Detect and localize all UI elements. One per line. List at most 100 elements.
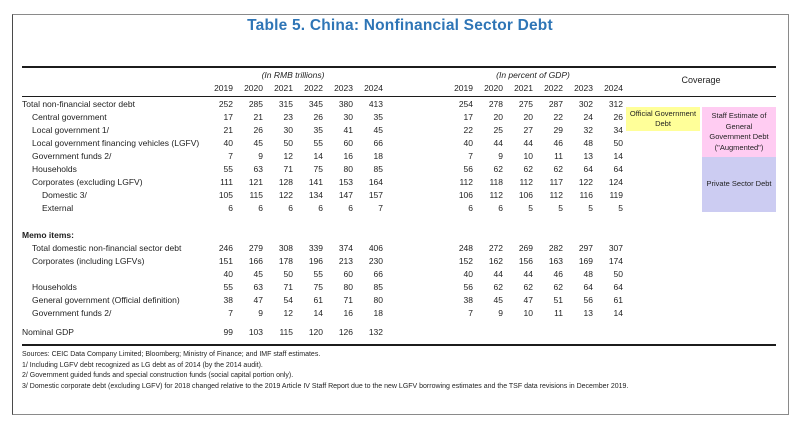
value-cell: 153	[338, 177, 353, 187]
table-frame	[12, 14, 789, 415]
value-cell: 61	[313, 295, 323, 305]
row-label: Nominal GDP	[22, 327, 74, 337]
value-cell: 18	[373, 308, 383, 318]
value-cell: 9	[498, 151, 503, 161]
value-cell: 112	[549, 190, 563, 200]
value-cell: 80	[373, 295, 383, 305]
row-label: Total non-financial sector debt	[22, 99, 135, 109]
value-cell: 120	[308, 327, 323, 337]
year-header: 2024	[604, 83, 623, 93]
value-cell: 282	[548, 243, 563, 253]
table-row: Local government 1/21 26 30 35 41 45 22 25 27 29 3…	[22, 124, 623, 137]
row-label: Corporates (including LGFVs)	[32, 256, 145, 266]
value-cell: 48	[583, 138, 593, 148]
value-cell: 50	[283, 138, 293, 148]
value-cell	[293, 229, 323, 242]
value-cell: 64	[583, 164, 593, 174]
value-cell: 17	[223, 112, 233, 122]
value-cell: 121	[248, 177, 263, 187]
row-label: Total domestic non-financial sector debt	[32, 243, 182, 253]
table-row: Memo items:	[22, 229, 623, 242]
value-cell: 285	[248, 99, 263, 109]
value-cell	[203, 229, 233, 242]
value-cell: 80	[343, 282, 353, 292]
value-cell: 406	[368, 243, 383, 253]
value-cell: 26	[613, 112, 623, 122]
column-group-rmb-trillions: (In RMB trillions)	[261, 70, 325, 80]
value-cell: 213	[338, 256, 353, 266]
row-label	[22, 268, 203, 281]
value-cell: 25	[493, 125, 503, 135]
value-cell: 61	[613, 295, 623, 305]
value-cell: 174	[608, 256, 623, 266]
value-cell: 51	[553, 295, 563, 305]
value-cell: 302	[578, 99, 593, 109]
year-header: 2019	[214, 83, 233, 93]
row-spacer	[22, 215, 623, 229]
value-cell	[443, 229, 473, 242]
value-cell: 5	[528, 203, 533, 213]
coverage-augmented-government-debt: Staff Estimate of General Government Deb…	[702, 107, 776, 157]
value-cell: 14	[613, 151, 623, 161]
row-label: External	[42, 203, 74, 213]
value-cell: 124	[608, 177, 623, 187]
value-cell: 106	[458, 190, 473, 200]
table-row: Households 55 63 71 75 80 85 56 62 62 62 64 64	[22, 281, 623, 294]
coverage-private-sector-debt: Private Sector Debt	[702, 157, 776, 212]
value-cell	[533, 326, 563, 339]
value-cell: 56	[463, 164, 473, 174]
value-cell: 17	[463, 112, 473, 122]
value-cell: 34	[613, 125, 623, 135]
year-header: 2022	[304, 83, 323, 93]
column-gap	[383, 98, 443, 111]
value-cell: 5	[588, 203, 593, 213]
value-cell: 16	[343, 308, 353, 318]
value-cell: 24	[583, 112, 593, 122]
value-cell: 6	[288, 203, 293, 213]
value-cell: 141	[308, 177, 323, 187]
row-label: Memo items:	[22, 230, 74, 240]
column-gap	[383, 163, 443, 176]
table-row: Households 55 63 71 75 80 85 56 62 62 62 64 64	[22, 163, 623, 176]
column-gap	[383, 307, 443, 320]
value-cell: 85	[373, 282, 383, 292]
value-cell: 29	[553, 125, 563, 135]
value-cell: 7	[228, 151, 233, 161]
value-cell: 7	[378, 203, 383, 213]
table-row: Domestic 3/105 115 122 134 147 157 106 112 106 11…	[22, 189, 623, 202]
value-cell: 112	[489, 190, 503, 200]
year-header: 2023	[574, 83, 593, 93]
bottom-rule	[22, 344, 776, 346]
value-cell: 380	[338, 99, 353, 109]
year-header: 2020	[244, 83, 263, 93]
value-cell: 279	[248, 243, 263, 253]
value-cell: 50	[613, 269, 623, 279]
value-cell: 275	[518, 99, 533, 109]
value-cell: 132	[368, 327, 383, 337]
value-cell: 16	[343, 151, 353, 161]
row-label: Central government	[32, 112, 107, 122]
value-cell: 14	[313, 308, 323, 318]
value-cell: 32	[583, 125, 593, 135]
value-cell: 56	[583, 295, 593, 305]
value-cell: 269	[518, 243, 533, 253]
row-label: Government funds 2/	[32, 151, 112, 161]
value-cell: 64	[583, 282, 593, 292]
value-cell: 54	[283, 295, 293, 305]
table-row: Corporates (excluding LGFV) 111 121 128 141 1…	[22, 176, 623, 189]
value-cell: 60	[343, 138, 353, 148]
value-cell: 20	[523, 112, 533, 122]
value-cell	[563, 229, 593, 242]
value-cell: 62	[553, 164, 563, 174]
table-row: Total non-financial sector debt 252 285 315…	[22, 98, 623, 111]
value-cell: 315	[278, 99, 293, 109]
column-gap	[383, 150, 443, 163]
row-label: Government funds 2/	[32, 308, 112, 318]
value-cell: 308	[278, 243, 293, 253]
footnote-line: 3/ Domestic corporate debt (excluding LG…	[22, 382, 629, 390]
column-gap	[383, 294, 443, 307]
value-cell: 10	[523, 151, 533, 161]
year-headers-gdp: 2019 2020 2021 2022 2023 2024	[443, 83, 623, 93]
value-cell: 99	[223, 327, 233, 337]
